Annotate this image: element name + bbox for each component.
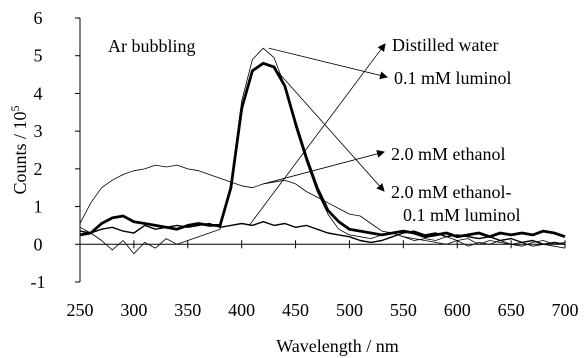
legend-label: Distilled water <box>392 35 498 55</box>
x-axis: 250 300 350 400 450 500 550 600 650 700 <box>67 240 579 320</box>
y-tick-label: 5 <box>34 46 43 66</box>
x-tick-label: 650 <box>498 300 525 320</box>
y-tick-label: 4 <box>34 83 43 103</box>
legend-label-line: 0.1 mM luminol <box>403 205 521 225</box>
series-line-2 <box>79 47 566 255</box>
x-tick-label: 700 <box>552 300 579 320</box>
x-tick-label: 400 <box>228 300 255 320</box>
y-tick-label: -1 <box>31 272 46 292</box>
y-tick-label: 6 <box>34 8 43 28</box>
x-tick-label: 450 <box>282 300 309 320</box>
legend-arrow <box>263 149 385 185</box>
x-tick-label: 500 <box>336 300 363 320</box>
legend-label-line: Distilled water <box>392 35 498 55</box>
plot-frame <box>79 18 565 282</box>
series-layer <box>79 47 566 255</box>
x-tick-label: 600 <box>444 300 471 320</box>
y-tick-label: 2 <box>34 159 43 179</box>
y-tick-label: 3 <box>34 121 43 141</box>
legend-label: 2.0 mM ethanol- 0.1 mM luminol <box>391 182 521 225</box>
legend-label: 0.1 mM luminol <box>394 68 512 88</box>
y-axis: -1 0 1 2 3 4 5 6 <box>31 8 80 292</box>
x-tick-label: 250 <box>67 300 94 320</box>
legend-arrow <box>271 64 385 192</box>
series-line-1 <box>79 221 566 245</box>
legend-label-line: 2.0 mM ethanol <box>391 144 506 164</box>
y-axis-title-base: Counts / 10 <box>10 111 30 194</box>
x-tick-label: 300 <box>120 300 147 320</box>
annotation-ar-bubbling: Ar bubbling <box>108 36 196 56</box>
legend-arrow <box>248 43 386 226</box>
x-tick-label: 550 <box>390 300 417 320</box>
y-axis-title-exponent: 5 <box>8 105 22 111</box>
y-tick-label: 0 <box>34 234 43 254</box>
legend-label-line: 2.0 mM ethanol- <box>391 182 511 202</box>
legend-arrow <box>268 47 388 80</box>
legend-label: 2.0 mM ethanol <box>391 144 506 164</box>
y-axis-title: Counts / 105 <box>8 105 30 194</box>
x-axis-title: Wavelength / nm <box>276 336 399 356</box>
series-line-4 <box>79 61 566 239</box>
legend-label-line: 0.1 mM luminol <box>394 68 512 88</box>
y-tick-label: 1 <box>34 197 43 217</box>
x-tick-label: 350 <box>174 300 201 320</box>
